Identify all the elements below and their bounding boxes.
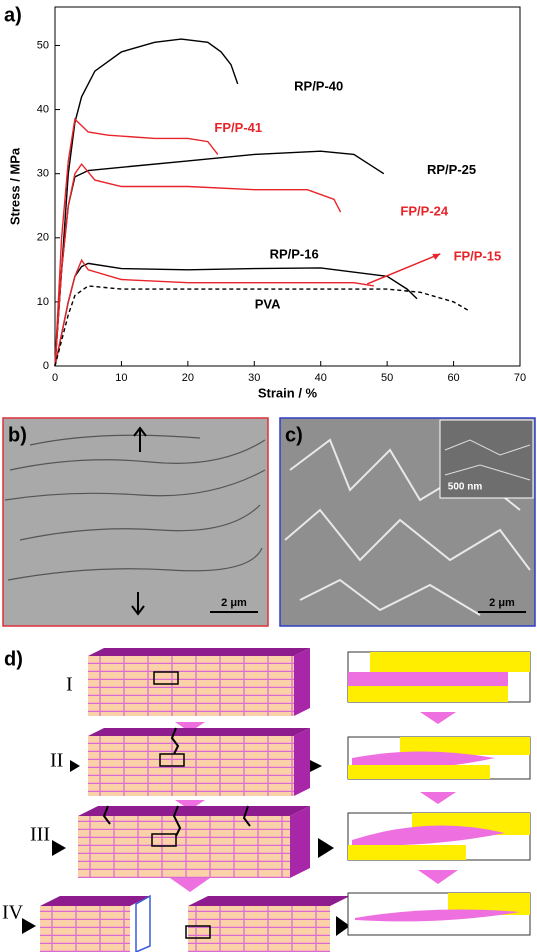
x-tick-label: 10	[115, 372, 127, 384]
y-tick-label: 40	[37, 103, 49, 115]
stage-label: IV	[2, 902, 24, 924]
y-tick-label: 0	[43, 360, 49, 372]
scale-bar-label: 2 μm	[489, 597, 515, 609]
series-label: FP/P-41	[214, 120, 262, 135]
panel-label: b)	[8, 424, 27, 446]
series-label: PVA	[255, 297, 281, 312]
series-line	[54, 38, 239, 367]
series-label: FP/P-15	[454, 248, 502, 263]
series-label: RP/P-16	[270, 247, 319, 262]
x-tick-label: 50	[381, 372, 393, 384]
x-axis-label: Strain / %	[258, 385, 318, 400]
inset-scale-bar-label: 500 nm	[448, 482, 483, 493]
x-tick-label: 0	[52, 372, 58, 384]
x-tick-label: 20	[182, 372, 194, 384]
x-tick-label: 30	[248, 372, 260, 384]
y-tick-label: 20	[37, 232, 49, 244]
sem-image-b: 2 μm b)	[2, 417, 269, 627]
x-tick-label: 60	[447, 372, 459, 384]
series-line	[54, 117, 219, 367]
x-tick-label: 40	[315, 372, 327, 384]
stage-label: III	[30, 824, 50, 846]
annotation-arrowhead	[432, 253, 441, 260]
y-tick-label: 50	[37, 39, 49, 51]
series-line	[54, 258, 375, 367]
sem-image-c: 500 nm 2 μm c)	[279, 417, 536, 627]
series-label: RP/P-40	[294, 79, 343, 94]
y-tick-label: 30	[37, 168, 49, 180]
series-label: FP/P-24	[400, 204, 448, 219]
stage-diagram: I II III IV	[2, 648, 531, 952]
series-line	[54, 150, 385, 367]
plot-frame	[54, 6, 521, 367]
annotation-arrow	[366, 253, 441, 285]
series-line	[54, 262, 418, 367]
panel-label: a)	[4, 4, 22, 26]
stage-label: II	[50, 750, 63, 772]
scale-bar-label: 2 μm	[221, 597, 247, 609]
y-axis-label: Stress / MPa	[7, 147, 22, 225]
panel-label: c)	[285, 424, 303, 446]
x-tick-label: 70	[514, 372, 526, 384]
series-line	[54, 285, 471, 367]
series-label: RP/P-25	[427, 162, 476, 177]
series-line	[54, 162, 342, 367]
stage-label: I	[66, 674, 73, 696]
y-tick-label: 10	[37, 296, 49, 308]
panel-label: d)	[4, 648, 23, 670]
stress-strain-chart: 0 10 20 30 40 50 60 70 0 10 20 30 40 50 Strain / % Stre…	[7, 6, 526, 400]
